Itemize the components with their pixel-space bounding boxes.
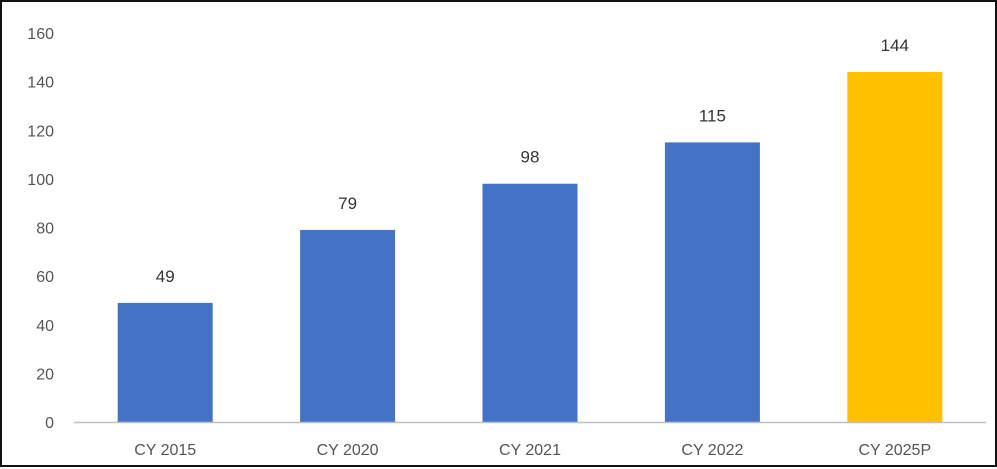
x-tick-label-cy-2022: CY 2022 [681, 442, 743, 459]
y-tick-label-80: 80 [36, 221, 54, 238]
bar-cy-2022 [664, 142, 760, 422]
data-label-cy-2021: 98 [521, 148, 540, 167]
y-tick-label-160: 160 [27, 26, 54, 43]
x-axis-labels: CY 2015 CY 2020 CY 2021 CY 2022 CY 2025P [134, 442, 931, 459]
data-label-cy-2015: 49 [156, 267, 175, 286]
bar-series [117, 71, 943, 423]
y-tick-label-40: 40 [36, 318, 54, 335]
y-tick-label-140: 140 [27, 75, 54, 92]
data-label-cy-2022: 115 [699, 106, 726, 125]
y-tick-label-100: 100 [27, 172, 54, 189]
y-tick-label-60: 60 [36, 269, 54, 286]
data-labels: 49 79 98 115 144 [156, 36, 909, 286]
y-tick-label-20: 20 [36, 366, 54, 383]
x-tick-label-cy-2025p: CY 2025P [858, 442, 931, 459]
data-label-cy-2020: 79 [338, 194, 357, 213]
bar-cy-2020 [300, 229, 396, 422]
x-tick-label-cy-2015: CY 2015 [134, 442, 196, 459]
bar-cy-2025p [847, 71, 943, 423]
y-tick-label-0: 0 [45, 415, 54, 432]
data-label-cy-2025p: 144 [881, 36, 909, 55]
y-tick-label-120: 120 [27, 123, 54, 140]
bar-cy-2015 [117, 302, 213, 422]
x-tick-label-cy-2020: CY 2020 [317, 442, 379, 459]
y-axis-labels: 0 20 40 60 80 100 120 140 160 [27, 26, 54, 432]
x-tick-label-cy-2021: CY 2021 [499, 442, 561, 459]
bar-cy-2021 [482, 183, 578, 422]
